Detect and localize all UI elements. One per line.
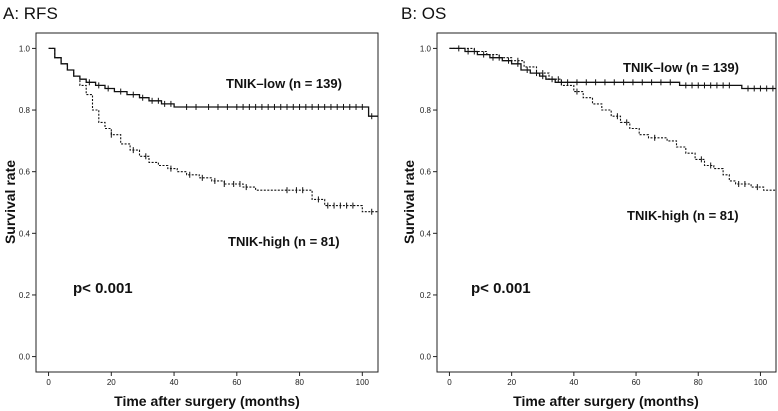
panel-b-ytick-label: 0.4 — [420, 229, 432, 238]
panel-a-ytick-label: 0.2 — [19, 291, 31, 300]
panel-b-pvalue: p< 0.001 — [471, 280, 531, 297]
panel-b-ylabel: Survival rate — [401, 160, 417, 244]
panel-a-ytick-label: 0.0 — [19, 353, 31, 362]
panel-b-ytick-label: 0.2 — [420, 291, 432, 300]
panel-a-xtick-label: 60 — [232, 378, 241, 387]
panel-a-high-curve — [48, 47, 378, 213]
panel-b: B: OS Time after surgery (months) Surviv… — [401, 4, 777, 409]
panel-b-xlabel: Time after surgery (months) — [513, 393, 699, 409]
panel-a-ytick-label: 0.8 — [19, 106, 31, 115]
panel-b-ytick-label: 0.8 — [420, 106, 432, 115]
panel-b-xtick-label: 100 — [754, 378, 768, 387]
panel-b-xtick-label: 80 — [694, 378, 703, 387]
panel-a-plot-frame — [35, 32, 379, 373]
panel-a-marks: 0 20 40 60 80 100 0.0 0.2 0.4 0.6 0.8 1.0 — [19, 44, 378, 387]
panel-a-xtick-label: 40 — [170, 378, 179, 387]
panel-a-low-label: TNIK–low (n = 139) — [226, 76, 342, 91]
panel-b-low-label: TNIK–low (n = 139) — [623, 60, 739, 75]
panel-b-plot-frame — [436, 32, 777, 373]
panel-a-xtick-label: 100 — [356, 378, 370, 387]
panel-a-xtick-label: 20 — [107, 378, 116, 387]
panel-b-high-curve — [449, 47, 776, 191]
panel-b-xtick-label: 0 — [447, 378, 452, 387]
panel-a-ytick-label: 0.4 — [19, 229, 31, 238]
panel-b-xtick-label: 40 — [569, 378, 578, 387]
panel-b-title: B: OS — [401, 4, 446, 23]
panel-b-xtick-label: 60 — [632, 378, 641, 387]
panel-a-ytick-label: 0.6 — [19, 168, 31, 177]
panel-b-xtick-label: 20 — [507, 378, 516, 387]
panel-b-high-label: TNIK-high (n = 81) — [627, 208, 739, 223]
panel-a-xtick-label: 80 — [295, 378, 304, 387]
panel-b-ytick-label: 1.0 — [420, 44, 432, 53]
panel-b-ytick-label: 0.0 — [420, 353, 432, 362]
panel-b-marks: 0 20 40 60 80 100 0.0 0.2 0.4 0.6 0.8 1.0 — [420, 44, 776, 387]
panel-a-ylabel: Survival rate — [2, 160, 18, 244]
panel-a: A: RFS Time after surgery (months) Survi… — [2, 4, 379, 409]
panel-a-xtick-label: 0 — [46, 378, 51, 387]
panel-b-ytick-label: 0.6 — [420, 168, 432, 177]
panel-a-high-label: TNIK-high (n = 81) — [228, 234, 340, 249]
panel-a-pvalue: p< 0.001 — [73, 280, 133, 297]
panel-a-title: A: RFS — [3, 4, 58, 23]
panel-a-ytick-label: 1.0 — [19, 44, 31, 53]
panel-a-xlabel: Time after surgery (months) — [114, 393, 300, 409]
